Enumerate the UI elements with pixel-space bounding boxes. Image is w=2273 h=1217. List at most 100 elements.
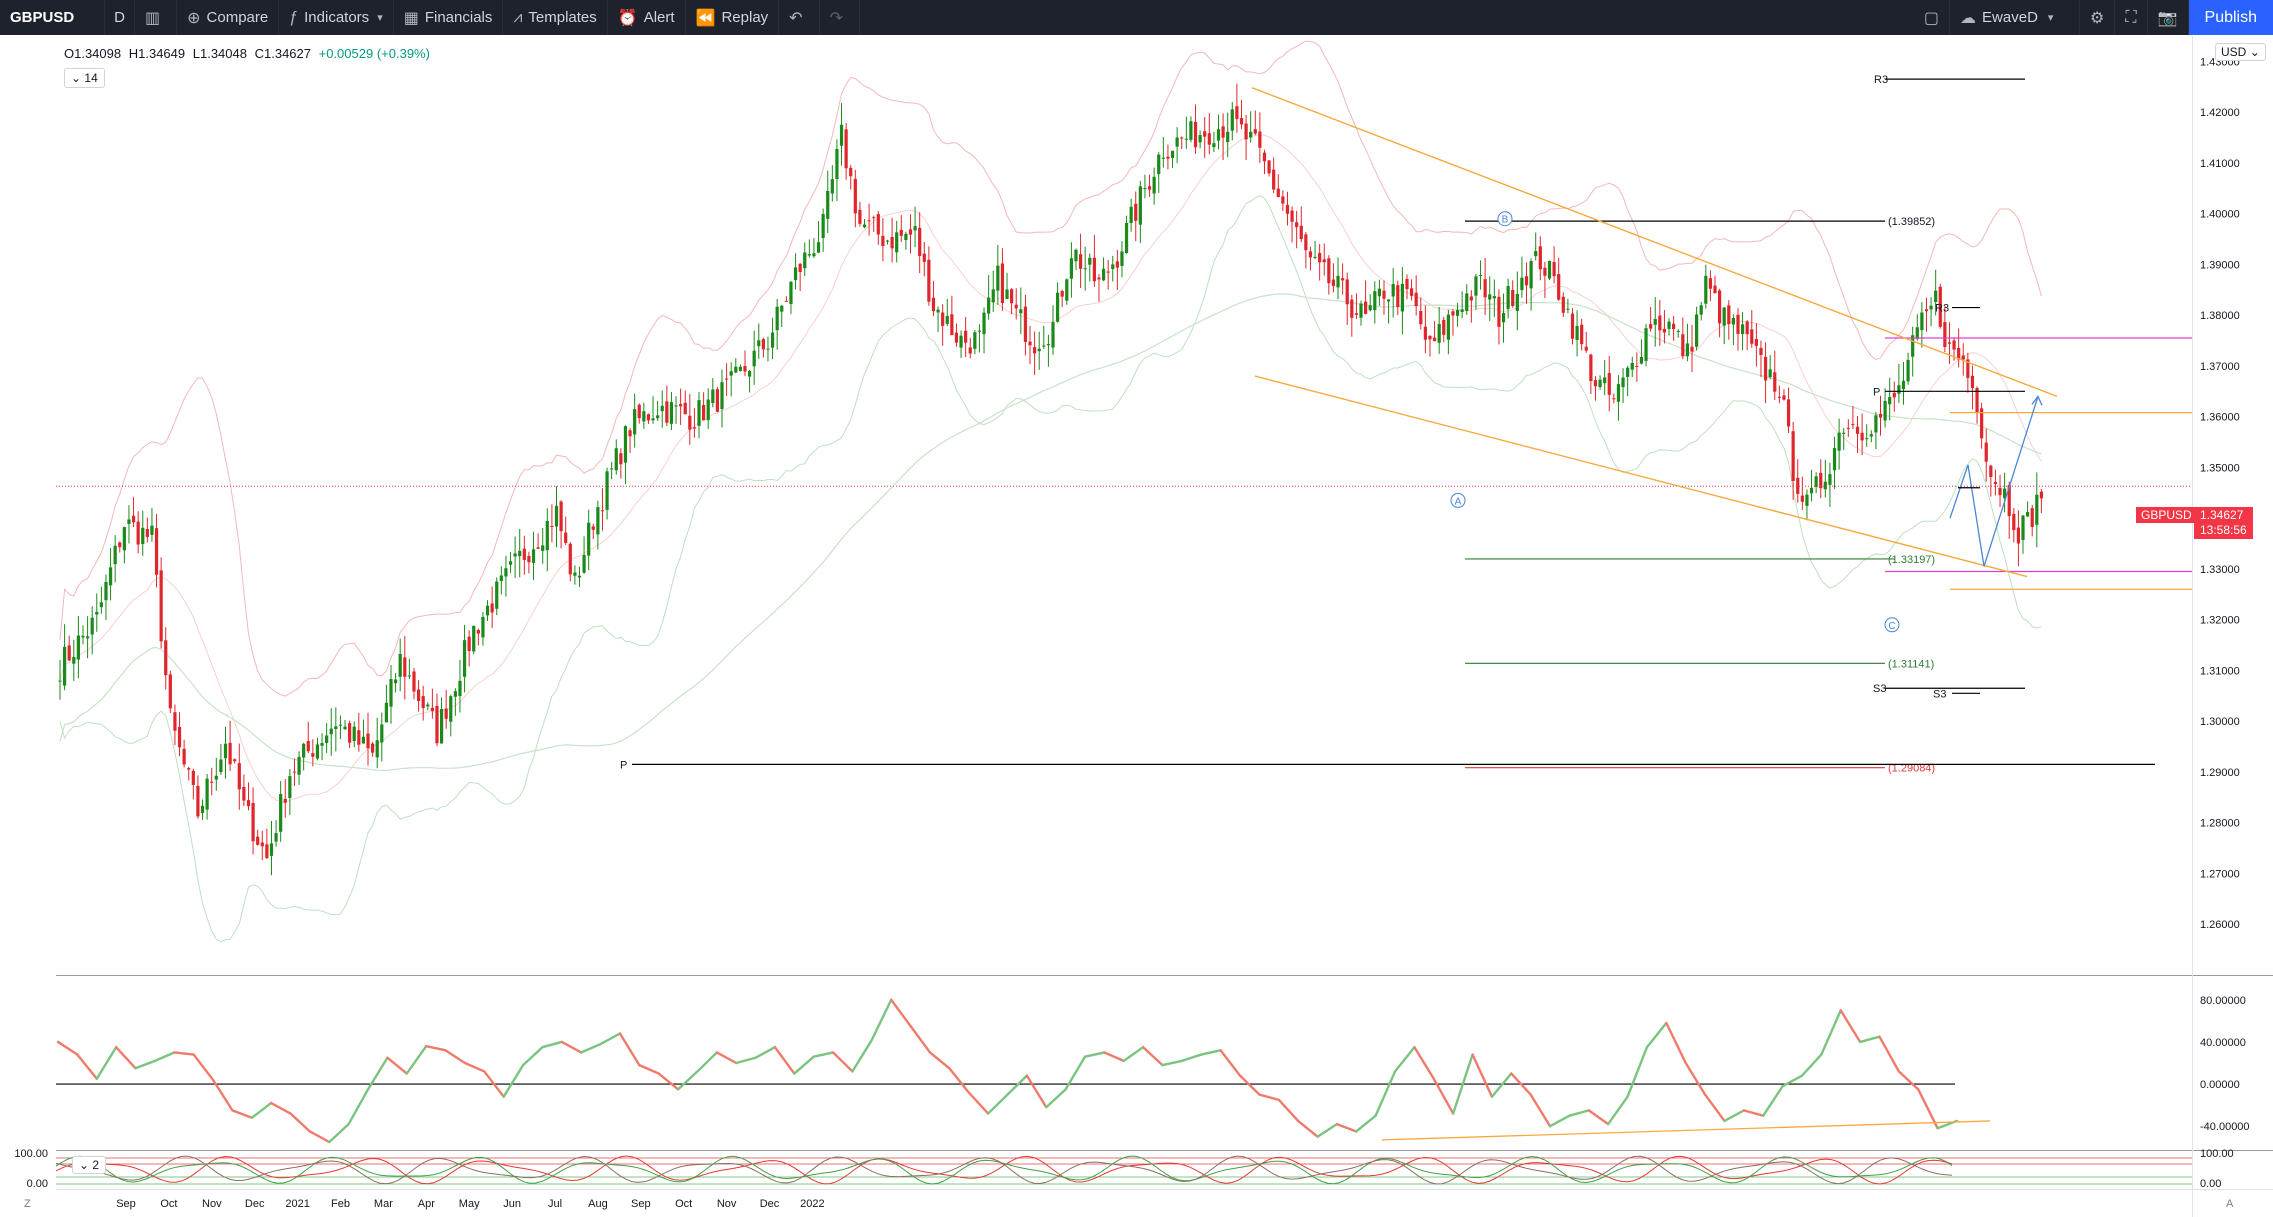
- osc-segment: [153, 1051, 176, 1063]
- candle-body: [1488, 294, 1492, 300]
- candle-body: [1359, 303, 1363, 318]
- candle-body: [343, 726, 347, 730]
- osc-segment: [676, 1070, 699, 1091]
- osc-segment: [76, 1053, 98, 1081]
- osc-segment: [134, 1059, 157, 1070]
- candle-body: [2030, 508, 2034, 527]
- currency-label: USD: [2221, 45, 2247, 59]
- candle-body: [600, 510, 605, 512]
- chart-type-button[interactable]: ▥: [135, 0, 178, 35]
- stoch-y-tick-label: 0.00: [2200, 1178, 2221, 1190]
- s3-label-left: S3: [1873, 683, 1886, 695]
- candle-body: [1207, 133, 1211, 145]
- indicator-collapse-button[interactable]: ⌄ 14: [64, 68, 105, 88]
- candle-body: [81, 635, 85, 638]
- candle-body: [1405, 278, 1409, 290]
- replay-button[interactable]: ⏪ Replay: [686, 0, 780, 35]
- candle-body: [1869, 434, 1873, 437]
- candle-body: [1460, 309, 1464, 312]
- layout-toggle-button[interactable]: ▢: [1914, 0, 1951, 35]
- candle-body: [665, 401, 669, 423]
- osc-segment: [1161, 1059, 1184, 1067]
- candle-body: [1419, 310, 1423, 325]
- publish-button[interactable]: Publish: [2188, 0, 2273, 35]
- alert-button[interactable]: ⏰ Alert: [608, 0, 686, 35]
- financials-button[interactable]: ▦ Financials: [394, 0, 504, 35]
- layout-menu-button[interactable]: ☁ EwaveD ▾: [1950, 0, 2081, 35]
- compare-button[interactable]: ⊕ Compare: [177, 0, 280, 35]
- candle-body: [416, 689, 421, 701]
- osc-segment: [1258, 1093, 1280, 1102]
- candle-body: [141, 527, 145, 545]
- candle-body: [2012, 513, 2016, 531]
- osc-segment: [424, 1044, 447, 1052]
- candle-body: [490, 603, 494, 613]
- candle-body: [1557, 274, 1561, 300]
- candle-body: [1763, 356, 1768, 381]
- candle-body: [1520, 277, 1524, 291]
- redo-icon: ↷: [829, 9, 843, 27]
- candle-body: [1120, 251, 1124, 266]
- candle-body: [1524, 276, 1529, 286]
- osc-segment: [890, 998, 912, 1028]
- candle-body: [1014, 304, 1018, 309]
- candle-body: [1345, 279, 1349, 305]
- snapshot-button[interactable]: 📷: [2148, 0, 2189, 35]
- candle-body: [1727, 305, 1731, 325]
- candle-body: [683, 402, 687, 415]
- auto-scale-corner[interactable]: A: [2226, 1198, 2234, 1210]
- settings-button[interactable]: ⚙: [2080, 0, 2116, 35]
- candle-body: [1575, 325, 1579, 340]
- candle-body: [1272, 169, 1276, 190]
- moving-average-line: [59, 293, 2042, 772]
- candle-body: [288, 776, 292, 798]
- plus-circle-icon: ⊕: [187, 9, 201, 27]
- candle-body: [1193, 121, 1198, 148]
- candle-body: [1736, 314, 1740, 334]
- candle-body: [352, 726, 356, 741]
- fullscreen-button[interactable]: ⛶: [2115, 0, 2148, 35]
- indicators-button[interactable]: ƒ Indicators ▾: [279, 0, 394, 35]
- candle-body: [1111, 264, 1115, 269]
- timezone-corner[interactable]: Z: [24, 1198, 31, 1210]
- candle-body: [177, 726, 182, 748]
- templates-button[interactable]: ⩘ Templates: [503, 0, 608, 35]
- candle-body: [251, 802, 255, 842]
- candle-body: [361, 736, 366, 744]
- osc-segment: [269, 1101, 292, 1115]
- x-tick-label: Mar: [374, 1198, 393, 1210]
- candle-body: [430, 707, 434, 711]
- osc-segment: [638, 1063, 660, 1075]
- undo-button[interactable]: ↶: [779, 0, 820, 35]
- symbol-search-button[interactable]: GBPUSD: [0, 0, 105, 35]
- candle-body: [2026, 512, 2030, 517]
- candle-body: [596, 507, 600, 535]
- y-tick-label: 1.41000: [2200, 158, 2240, 170]
- candle-body: [830, 179, 834, 194]
- chevron-down-icon: ⌄: [71, 71, 82, 85]
- currency-button[interactable]: USD ⌄: [2215, 43, 2266, 61]
- candle-body: [393, 679, 398, 684]
- square-icon: ▢: [1923, 9, 1940, 27]
- candle-body: [1276, 188, 1280, 198]
- candle-body: [1147, 186, 1152, 190]
- candle-body: [371, 743, 375, 753]
- candle-body: [1658, 315, 1662, 331]
- candle-body: [1603, 377, 1607, 384]
- lower-pane-collapse-button[interactable]: ⌄ 2: [72, 1156, 107, 1174]
- fib-label-lower: (1.31141): [1888, 658, 1934, 670]
- candle-body: [384, 702, 389, 723]
- osc-segment: [250, 1101, 273, 1119]
- candle-body: [1331, 279, 1336, 286]
- candle-body: [1773, 372, 1777, 392]
- candle-body: [1759, 347, 1763, 356]
- osc-segment: [696, 1051, 719, 1073]
- interval-button[interactable]: D: [105, 0, 135, 35]
- candle-body: [872, 217, 876, 219]
- candle-body: [757, 340, 761, 347]
- candle-body: [1607, 373, 1611, 395]
- legend-open: O1.34098: [64, 46, 122, 61]
- redo-button[interactable]: ↷: [820, 0, 860, 35]
- candle-body: [357, 730, 361, 745]
